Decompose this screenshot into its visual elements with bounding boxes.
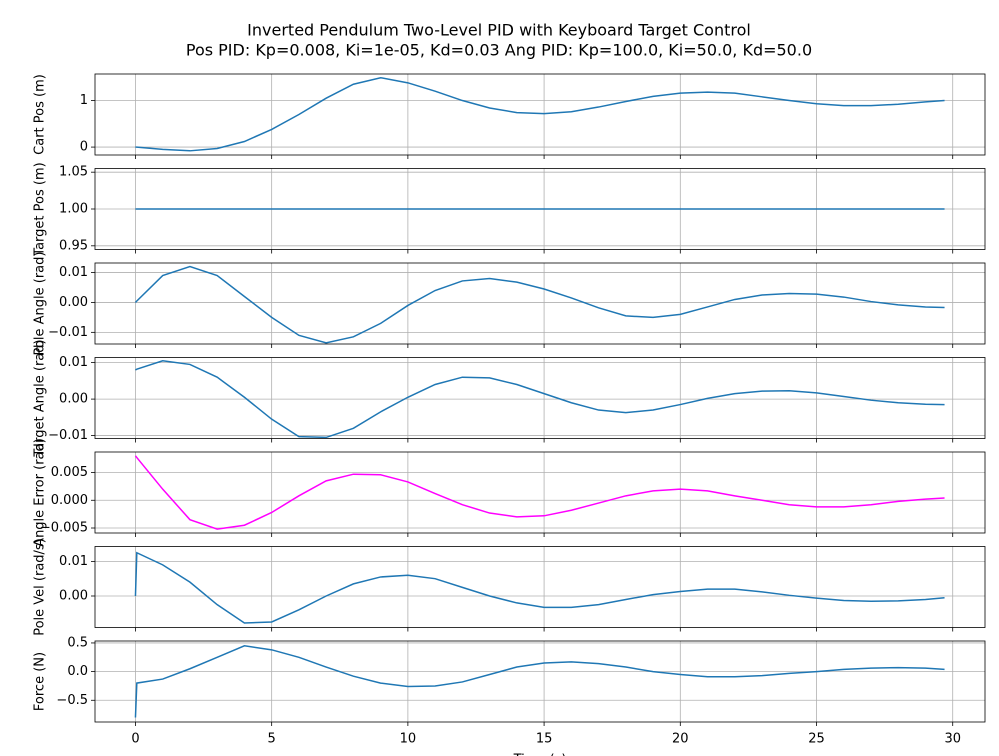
y-axis-label: Force (N) [33,652,48,711]
x-tick-label: 30 [944,732,961,747]
data-line [135,360,945,439]
y-axis-label: Cart Pos (m) [33,74,48,155]
y-tick-label: 0 [80,140,88,155]
y-tick-label: 0.0 [67,664,88,679]
data-line [134,551,945,624]
y-tick-label: 1 [80,93,88,108]
y-axis-label: Target Pos (m) [33,162,48,256]
axes-frame [94,451,986,534]
y-tick-label: 1.00 [59,202,88,217]
x-tick-label: 5 [268,732,276,747]
axes-frame [94,73,986,156]
figure-title: Inverted Pendulum Two-Level PID with Key… [247,21,751,40]
y-axis-label: Pole Angle (rad) [33,252,48,356]
y-tick-label: 0.000 [51,493,88,508]
data-line [134,455,945,530]
x-tick-label: 20 [672,732,689,747]
y-tick-label: 0.01 [59,265,88,280]
y-axis-label: Angle Error (rad) [33,438,48,547]
y-tick-label: 0.95 [59,238,88,253]
y-axis-label: Target Angle (rad) [33,339,48,457]
y-tick-label: −0.005 [40,521,88,536]
x-tick-label: 10 [400,732,417,747]
axes-frame [94,546,986,628]
data-line [134,645,945,718]
data-line [135,76,945,152]
x-tick-label: 15 [536,732,553,747]
data-line [134,265,945,344]
y-tick-label: 0.5 [67,635,88,650]
y-axis-label: Pole Vel (rad/s) [33,538,48,636]
y-tick-label: −0.5 [56,693,88,708]
y-tick-label: 0.01 [59,355,88,370]
y-tick-label: −0.01 [48,325,88,340]
y-tick-label: 1.05 [59,165,88,180]
axes-frame [94,640,986,723]
axes-frame [94,262,986,345]
figure-subtitle: Pos PID: Kp=0.008, Ki=1e-05, Kd=0.03 Ang… [186,41,812,60]
y-tick-label: 0.005 [51,465,88,480]
y-tick-label: −0.01 [48,428,88,443]
x-tick-label: 0 [131,732,139,747]
y-tick-label: 0.01 [59,554,88,569]
y-tick-label: 0.00 [59,295,88,310]
axes-frame [94,357,986,439]
x-axis-label: Time (s) [513,753,567,756]
x-tick-label: 25 [808,732,825,747]
y-tick-label: 0.00 [59,589,88,604]
axes-frame [94,168,986,250]
y-tick-label: 0.00 [59,392,88,407]
